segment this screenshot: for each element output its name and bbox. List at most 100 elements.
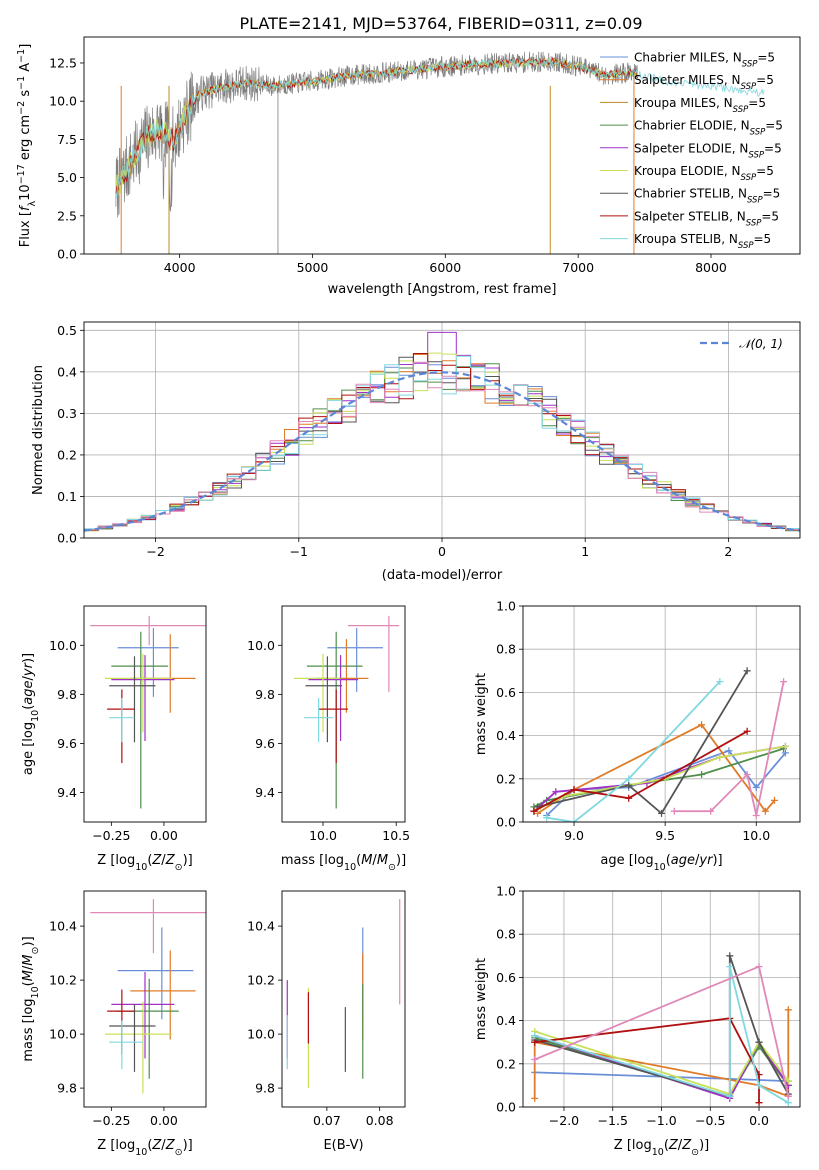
weight-lines	[530, 667, 789, 822]
y-tick-label: 0.6	[496, 685, 516, 700]
y-tick-label: 0.0	[57, 247, 77, 262]
weight-marker	[530, 807, 538, 815]
y-tick-label: 9.8	[255, 687, 275, 702]
weight-marker	[726, 963, 734, 971]
y-tick-label: 9.8	[57, 1081, 77, 1096]
x-tick-label: −0.25	[92, 828, 130, 843]
error-bar-point	[109, 1020, 143, 1070]
error-bar-point	[107, 689, 135, 764]
error-bar-point	[90, 615, 206, 646]
x-tick-label: −2	[146, 544, 164, 559]
weight-series	[530, 727, 751, 815]
x-axis-label: E(B-V)	[323, 1138, 363, 1153]
weight-line	[534, 1030, 790, 1096]
x-tick-label: 0.08	[366, 1113, 394, 1128]
weight-marker	[755, 1099, 763, 1107]
weight-marker	[755, 1081, 763, 1089]
error-bar-point	[117, 628, 179, 697]
error-bars	[293, 615, 400, 809]
x-tick-label: 9.0	[564, 828, 584, 843]
weight-marker	[543, 814, 551, 822]
error-bar-point	[105, 1001, 173, 1094]
y-axis-label: mass weight	[474, 673, 489, 755]
x-tick-label: 7000	[562, 260, 594, 275]
y-tick-label: 0.3	[57, 406, 77, 421]
y-tick-label: 1.0	[496, 599, 516, 614]
weight-series	[534, 667, 751, 817]
y-tick-label: 9.4	[255, 785, 275, 800]
normal-reference-curve	[84, 371, 800, 532]
x-tick-label: 0.07	[313, 1113, 341, 1128]
legend-entry: Salpeter MILES, NSSP=5	[634, 73, 774, 92]
x-axis-label: Z [log10(Z/Z⊙)]	[97, 853, 192, 873]
y-axis-label: Normed distribution	[31, 365, 46, 495]
weight-marker	[570, 786, 578, 794]
weight-marker	[716, 678, 724, 686]
x-tick-label: −1.0	[646, 1113, 676, 1128]
y-tick-label: 9.6	[57, 736, 77, 751]
axis-ticks: 4000 5000 6000 7000 8000 0.0 2.5 5.0 7.5 10.0 12.5	[49, 55, 727, 275]
x-axis-label: Z [log10(Z/Z⊙)]	[614, 1138, 709, 1158]
y-tick-label: 0.5	[57, 323, 77, 338]
x-tick-label: 0	[438, 544, 446, 559]
spectrum-panel: 4000 5000 6000 7000 8000 0.0 2.5 5.0 7.5 10.0 12.5…	[16, 36, 801, 297]
axis-ticks: −0.25 0.00 9.4 9.6 9.8 10.0	[49, 638, 178, 843]
error-bar-point	[130, 950, 196, 1040]
weight-marker	[531, 1055, 539, 1063]
y-tick-label: 0.2	[57, 447, 77, 462]
x-tick-label: 9.5	[655, 828, 675, 843]
x-tick-label: 1	[581, 544, 589, 559]
y-tick-label: 9.6	[255, 736, 275, 751]
weight-marker	[625, 781, 633, 789]
x-tick-label: 8000	[695, 260, 727, 275]
weight-line	[537, 670, 748, 815]
weight-marker	[743, 667, 751, 675]
y-tick-label: 10.2	[49, 973, 77, 988]
axis-ticks: 10.0 10.5 9.4 9.6 9.8 10.0	[247, 638, 410, 843]
x-tick-label: 0.0	[749, 1113, 769, 1128]
x-tick-label: 0.00	[150, 1113, 178, 1128]
figure-title: PLATE=2141, MJD=53764, FIBERID=0311, z=0…	[239, 14, 642, 33]
x-axis-label: Z [log10(Z/Z⊙)]	[97, 1138, 192, 1158]
y-tick-label: 12.5	[49, 55, 77, 70]
weight-marker	[716, 753, 724, 761]
x-tick-label: 0.00	[150, 828, 178, 843]
axis-ticks: −0.25 0.00 9.8 10.0 10.2 10.4	[49, 919, 178, 1128]
y-tick-label: 0.4	[496, 728, 516, 743]
x-tick-label: −1.5	[598, 1113, 628, 1128]
weight-marker	[625, 794, 633, 802]
error-bar-point	[306, 631, 363, 809]
weight-marker	[570, 818, 578, 822]
x-tick-label: −0.25	[92, 1113, 130, 1128]
weight-marker	[770, 796, 778, 804]
axes-frame	[83, 36, 801, 255]
y-tick-label: 0.4	[57, 364, 77, 379]
x-tick-label: −0.5	[695, 1113, 725, 1128]
weight-marker	[707, 807, 715, 815]
error-bars	[90, 899, 206, 1094]
weight-vs-age-panel: 9.0 9.5 10.0 0.0 0.2 0.4 0.6 0.8 1.0 age [log10(a…	[474, 599, 801, 873]
weight-line	[537, 723, 776, 815]
x-tick-label: 5000	[297, 260, 329, 275]
y-tick-label: 0.2	[496, 771, 516, 786]
y-tick-label: 1.0	[496, 884, 516, 899]
weight-marker	[781, 749, 789, 757]
axis-ticks: 0.07 0.08 9.8 10.0 10.2 10.4	[247, 919, 393, 1128]
residual-histogram	[84, 361, 800, 533]
y-tick-label: 7.5	[57, 132, 77, 147]
y-tick-label: 5.0	[57, 170, 77, 185]
weight-marker	[531, 1038, 539, 1046]
weight-series	[543, 678, 724, 822]
y-tick-label: 9.8	[57, 687, 77, 702]
grid	[523, 605, 800, 823]
weight-marker	[726, 952, 734, 960]
axes-frame	[83, 890, 207, 1108]
x-tick-label: 10.0	[742, 828, 770, 843]
weight-line	[533, 730, 748, 812]
histograms	[84, 331, 800, 533]
weight-series	[670, 678, 788, 820]
weight-marker	[752, 812, 760, 820]
y-tick-label: 0.1	[57, 489, 77, 504]
axes-frame	[522, 890, 801, 1108]
weight-marker	[784, 1006, 792, 1014]
